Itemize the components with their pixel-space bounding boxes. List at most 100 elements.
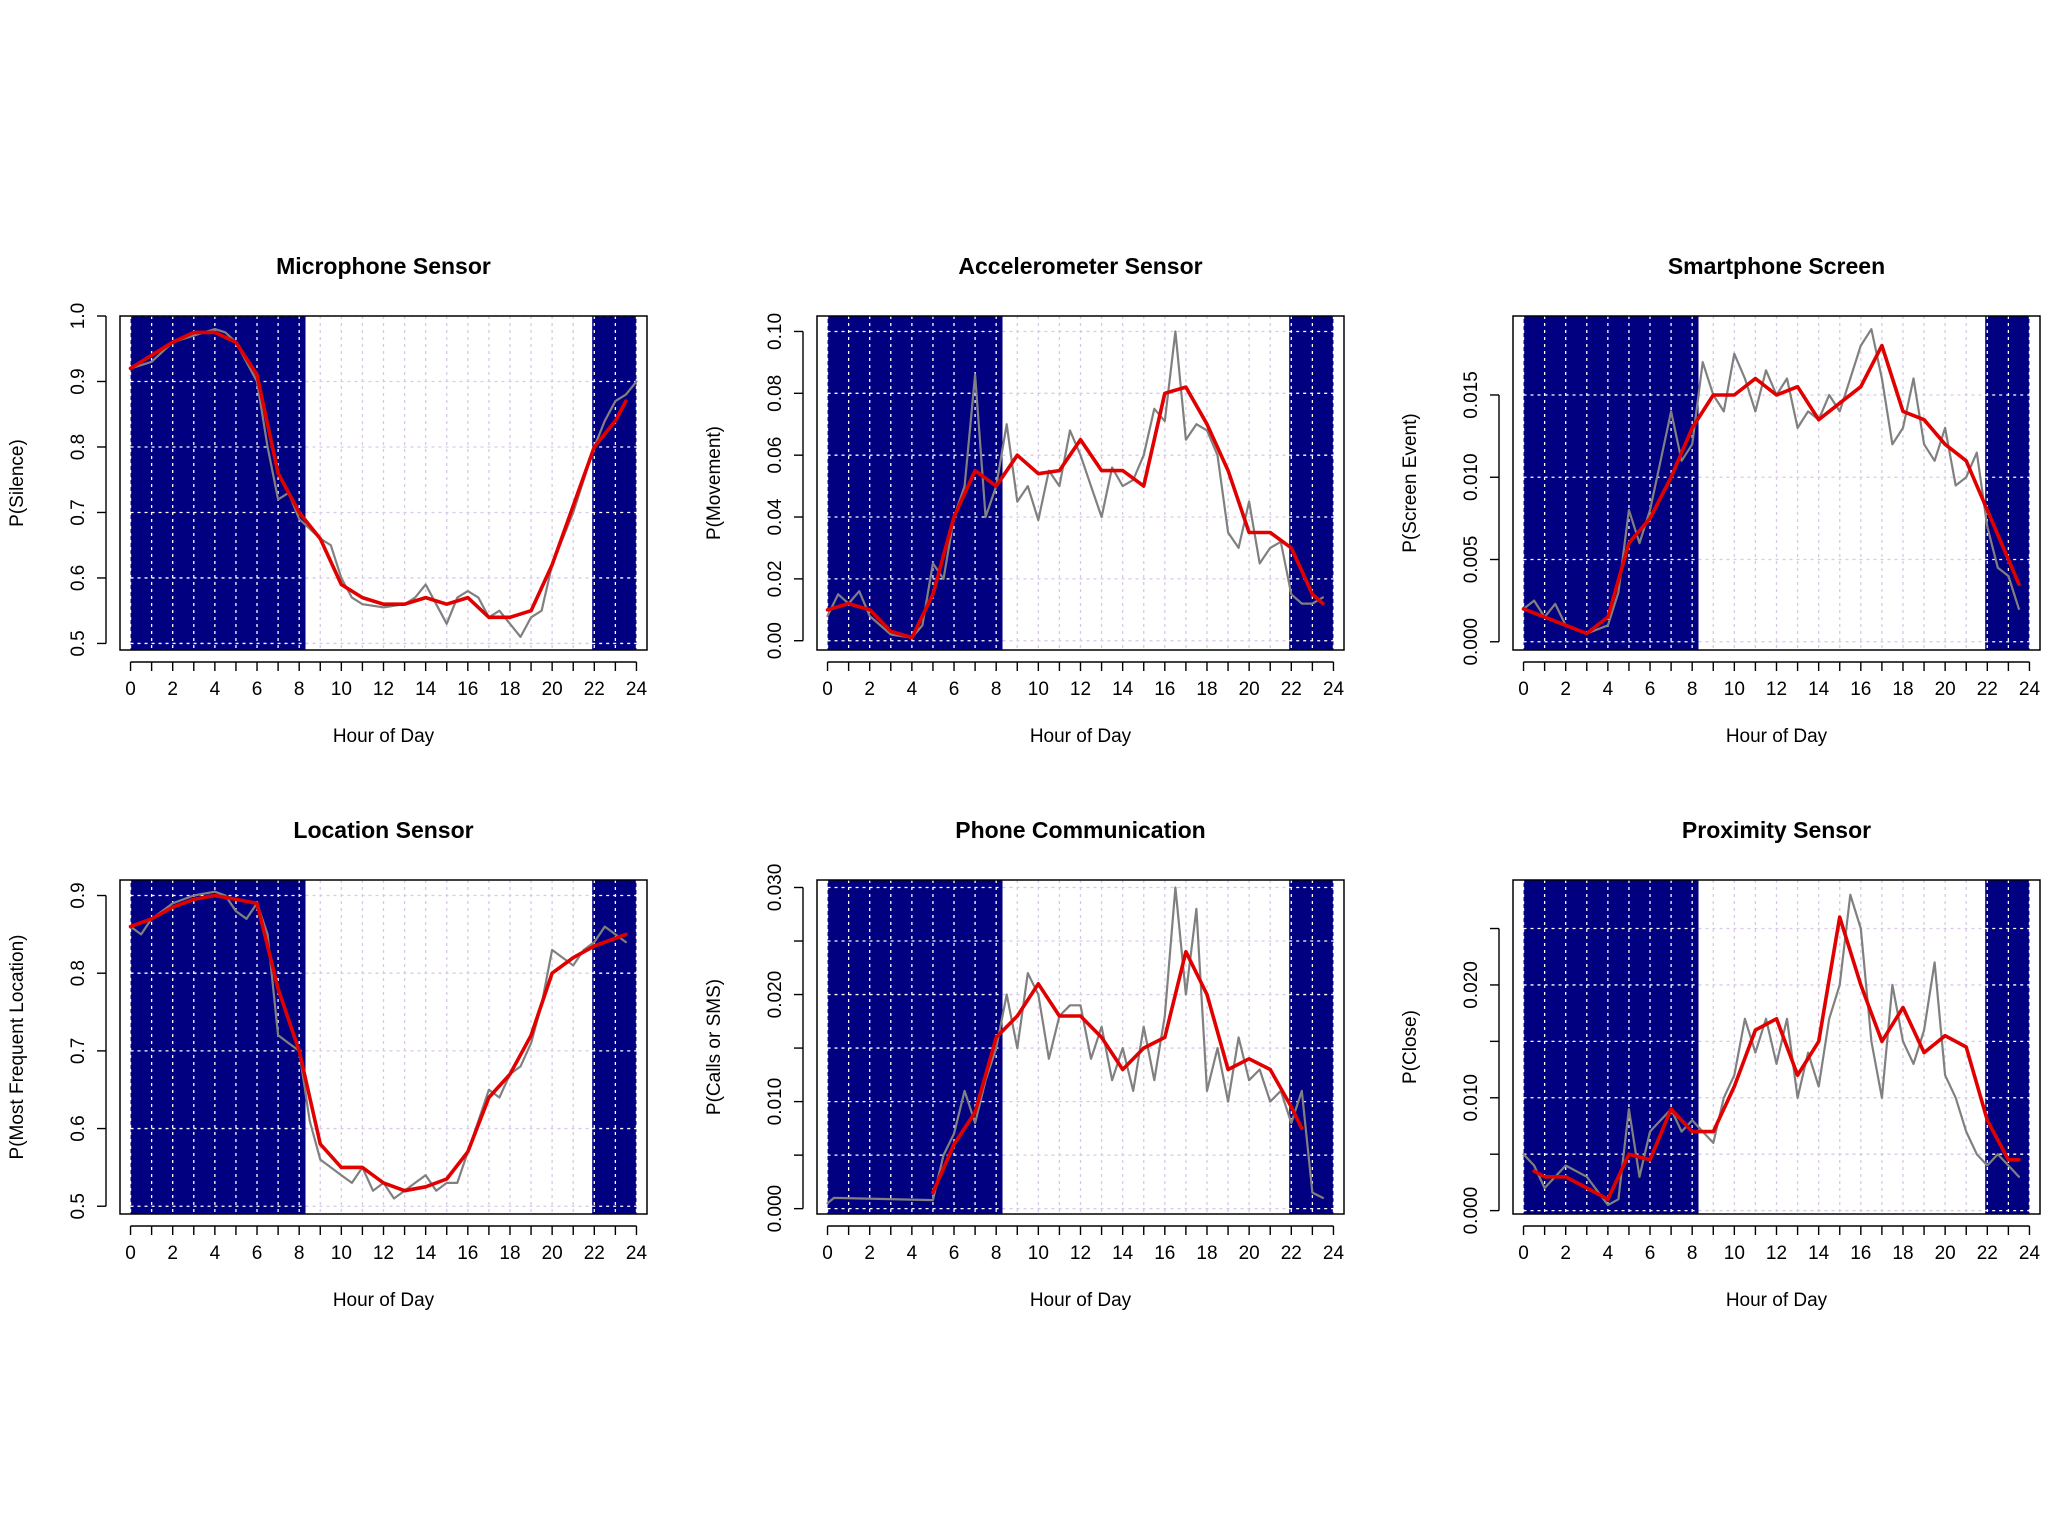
x-tick-label: 14 (415, 1243, 437, 1264)
y-axis-label: P(Close) (1400, 1010, 1421, 1084)
x-axis-label: Hour of Day (333, 726, 435, 747)
y-tick-label: 0.7 (68, 499, 89, 525)
y-tick-label: 0.9 (68, 368, 89, 394)
y-tick-label: 0.000 (765, 1185, 786, 1233)
y-axis-label: P(Movement) (704, 426, 725, 540)
night-band (1289, 316, 1334, 650)
night-band (1985, 316, 2030, 650)
night-band (827, 316, 1003, 650)
y-tick-label: 0.04 (765, 498, 786, 535)
panel-2: 0 2 4 6 8 10 12 14 16 18 20 22 240.000.020.040.060.0… (704, 253, 1345, 747)
x-tick-label: 20 (1239, 1243, 1260, 1264)
x-tick-label: 0 (125, 1243, 136, 1264)
x-tick-label: 14 (1112, 1243, 1134, 1264)
x-tick-label: 6 (1645, 679, 1656, 700)
smoothed-series-line (931, 949, 1304, 1195)
x-tick-label: 6 (1645, 1243, 1656, 1264)
smoothed-series-line (128, 893, 628, 1193)
x-axis-label: Hour of Day (1726, 726, 1828, 747)
x-tick-label: 18 (1196, 1243, 1217, 1264)
raw-series-line (1522, 893, 2021, 1207)
x-tick-label: 22 (1281, 1243, 1302, 1264)
x-tick-label: 24 (626, 1243, 648, 1264)
x-tick-label: 16 (457, 1243, 478, 1264)
x-tick-label: 8 (991, 679, 1002, 700)
panel-title: Microphone Sensor (276, 253, 491, 279)
y-tick-label: 0.5 (68, 630, 89, 656)
x-tick-label: 22 (1977, 679, 1998, 700)
x-tick-label: 16 (457, 679, 478, 700)
x-tick-label: 0 (1518, 679, 1529, 700)
y-tick-label: 0.06 (765, 437, 786, 474)
panel-title: Smartphone Screen (1668, 253, 1885, 279)
night-band (1523, 880, 1699, 1214)
raw-series-line (826, 330, 1325, 639)
y-tick-label: 0.08 (765, 375, 786, 412)
x-tick-label: 10 (1028, 679, 1049, 700)
x-tick-label: 20 (542, 1243, 563, 1264)
x-tick-label: 16 (1850, 679, 1871, 700)
x-tick-label: 2 (864, 1243, 875, 1264)
y-tick-label: 0.9 (68, 882, 89, 908)
plot-frame (119, 315, 648, 651)
night-band (130, 316, 306, 650)
panel-6: 0 2 4 6 8 10 12 14 16 18 20 22 240.0000.0100.020Prox… (1400, 817, 2041, 1311)
plot-frame (816, 879, 1345, 1215)
x-tick-label: 12 (1070, 679, 1091, 700)
panel-title: Proximity Sensor (1682, 817, 1871, 843)
x-tick-label: 12 (373, 1243, 394, 1264)
y-tick-label: 0.015 (1461, 371, 1482, 419)
x-tick-label: 20 (1935, 1243, 1956, 1264)
x-tick-label: 4 (907, 679, 918, 700)
x-tick-label: 16 (1154, 1243, 1175, 1264)
x-tick-label: 18 (1196, 679, 1217, 700)
x-axis-label: Hour of Day (1030, 726, 1132, 747)
x-tick-label: 12 (1070, 1243, 1091, 1264)
y-tick-label: 0.02 (765, 560, 786, 597)
y-axis-label: P(Screen Event) (1400, 413, 1421, 552)
x-tick-label: 18 (1892, 679, 1913, 700)
x-tick-label: 8 (1687, 679, 1698, 700)
x-tick-label: 10 (331, 679, 352, 700)
panel-title: Accelerometer Sensor (958, 253, 1202, 279)
x-tick-label: 2 (1560, 679, 1571, 700)
x-tick-label: 10 (1724, 1243, 1745, 1264)
y-tick-label: 0.000 (1461, 618, 1482, 666)
x-tick-label: 10 (1724, 679, 1745, 700)
x-tick-label: 12 (1766, 1243, 1787, 1264)
x-tick-label: 0 (1518, 1243, 1529, 1264)
smoothed-series-line (128, 330, 628, 620)
x-tick-label: 10 (1028, 1243, 1049, 1264)
x-tick-label: 18 (1892, 1243, 1913, 1264)
x-tick-label: 22 (1281, 679, 1302, 700)
x-tick-label: 24 (2019, 1243, 2041, 1264)
raw-series-line (129, 890, 628, 1200)
x-tick-label: 2 (1560, 1243, 1571, 1264)
y-tick-label: 0.5 (68, 1193, 89, 1219)
x-tick-label: 22 (1977, 1243, 1998, 1264)
x-tick-label: 16 (1850, 1243, 1871, 1264)
x-tick-label: 6 (949, 679, 960, 700)
y-tick-label: 0.6 (68, 565, 89, 591)
night-band (130, 880, 306, 1214)
y-axis-label: P(Silence) (7, 439, 28, 527)
x-tick-label: 12 (373, 679, 394, 700)
y-tick-label: 0.020 (765, 971, 786, 1019)
x-tick-label: 8 (991, 1243, 1002, 1264)
night-band (827, 880, 1003, 1214)
x-tick-label: 4 (210, 1243, 221, 1264)
y-tick-label: 0.10 (765, 313, 786, 350)
y-axis-label: P(Calls or SMS) (704, 979, 725, 1115)
panel-1: 0 2 4 6 8 10 12 14 16 18 20 22 240.50.60.70.80.91.0M… (7, 253, 648, 747)
x-tick-label: 14 (415, 679, 437, 700)
smoothed-series-line (1521, 343, 2021, 636)
y-tick-label: 0.010 (1461, 1074, 1482, 1122)
x-tick-label: 0 (822, 1243, 833, 1264)
x-tick-label: 24 (1323, 679, 1345, 700)
y-tick-label: 1.0 (68, 303, 89, 329)
x-tick-label: 22 (584, 1243, 605, 1264)
x-tick-label: 6 (252, 679, 263, 700)
x-tick-label: 2 (167, 679, 178, 700)
x-tick-label: 4 (210, 679, 221, 700)
x-tick-label: 4 (1603, 679, 1614, 700)
